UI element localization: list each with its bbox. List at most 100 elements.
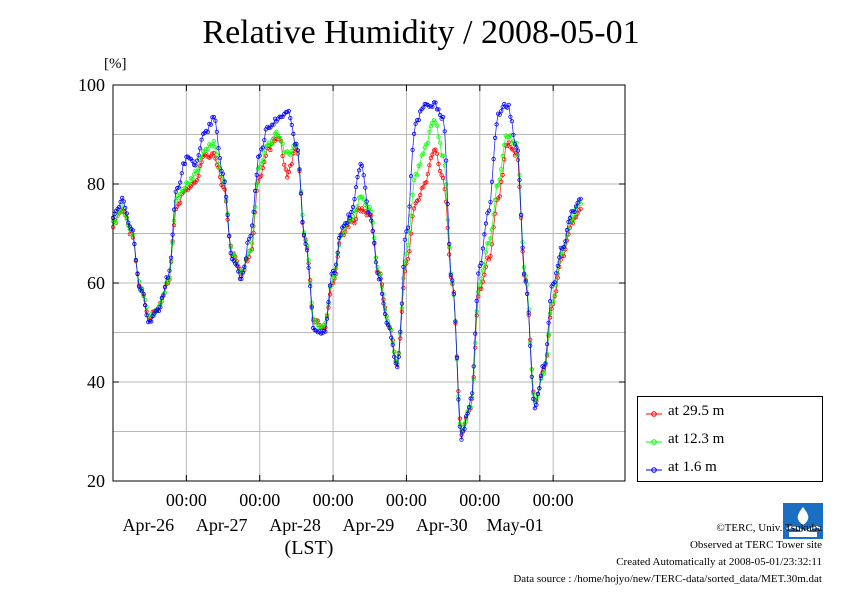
- data-point: [418, 162, 423, 167]
- data-point: [337, 235, 342, 241]
- data-point: [434, 107, 440, 112]
- data-point: [147, 319, 152, 324]
- data-point: [563, 239, 568, 244]
- data-point: [454, 355, 459, 360]
- data-point: [306, 265, 311, 270]
- data-point: [474, 298, 479, 303]
- data-point: [570, 218, 576, 223]
- data-point: [499, 167, 504, 172]
- data-point: [497, 177, 502, 182]
- data-point: [381, 301, 386, 306]
- x-tick-time-label: 00:00: [459, 490, 500, 510]
- x-tick-date-label: Apr-27: [196, 515, 248, 535]
- data-point: [298, 191, 304, 196]
- data-point: [114, 221, 119, 226]
- data-point: [162, 284, 168, 289]
- legend-item-12-3m: at 12.3 m: [646, 431, 724, 448]
- data-point: [170, 232, 175, 237]
- data-point: [414, 118, 420, 123]
- data-point: [195, 178, 200, 183]
- data-point: [220, 171, 226, 176]
- data-point: [557, 260, 562, 265]
- x-tick-date-label: May-01: [487, 515, 544, 535]
- y-tick-label: 20: [87, 471, 105, 491]
- x-tick-date-label: Apr-26: [123, 515, 175, 535]
- data-point: [463, 419, 469, 424]
- data-point: [195, 158, 200, 163]
- data-point: [440, 114, 446, 120]
- data-point: [372, 240, 377, 245]
- data-point: [486, 257, 492, 262]
- data-point: [135, 271, 140, 276]
- data-point: [572, 209, 577, 214]
- data-point: [167, 268, 172, 273]
- chart-title: Relative Humidity / 2008-05-01: [202, 14, 640, 51]
- data-point: [485, 241, 490, 246]
- data-point: [253, 204, 258, 210]
- data-point: [236, 269, 241, 274]
- data-point: [120, 195, 125, 200]
- data-point: [444, 182, 449, 187]
- data-point: [199, 155, 204, 160]
- data-point: [421, 151, 426, 156]
- legend-label-29-5m: at 29.5 m: [668, 403, 725, 419]
- legend: at 29.5 m at 12.3 m at 1.6 m: [637, 396, 823, 482]
- data-point: [508, 114, 513, 119]
- data-point: [222, 179, 227, 184]
- y-tick-label: 80: [87, 174, 105, 194]
- data-point: [405, 257, 411, 262]
- data-point: [156, 308, 161, 314]
- data-point: [196, 173, 201, 178]
- data-point: [379, 284, 385, 289]
- data-point: [479, 260, 484, 266]
- data-point: [124, 211, 129, 216]
- data-point: [117, 205, 122, 210]
- data-point: [453, 319, 458, 324]
- data-point: [534, 402, 539, 407]
- data-point: [361, 173, 366, 178]
- data-point: [193, 163, 198, 168]
- y-tick-label: 40: [87, 372, 105, 392]
- data-point: [237, 276, 242, 281]
- data-point: [243, 256, 249, 261]
- data-point: [486, 208, 492, 213]
- data-point: [214, 152, 219, 157]
- data-point: [158, 305, 163, 310]
- data-point: [133, 257, 138, 263]
- data-point: [482, 232, 487, 237]
- data-point: [393, 361, 398, 366]
- data-point: [564, 228, 570, 233]
- data-point: [396, 354, 401, 359]
- data-point: [308, 284, 313, 289]
- data-point: [459, 437, 464, 442]
- data-point: [547, 299, 553, 304]
- data-point: [257, 153, 262, 158]
- data-point: [427, 163, 432, 168]
- data-point: [543, 361, 548, 366]
- data-point: [408, 213, 414, 218]
- data-point: [402, 237, 407, 242]
- data-point: [222, 187, 227, 192]
- data-point: [479, 286, 484, 291]
- data-point: [323, 320, 328, 325]
- data-point: [369, 218, 374, 223]
- data-point: [479, 276, 484, 281]
- data-point: [566, 219, 571, 224]
- y-tick-label: 60: [87, 273, 105, 293]
- data-point: [476, 289, 481, 294]
- data-point: [178, 200, 183, 205]
- data-point: [327, 283, 333, 288]
- data-point: [306, 258, 311, 263]
- data-point: [283, 167, 288, 172]
- data-point: [407, 249, 412, 254]
- x-tick-time-label: 00:00: [239, 490, 280, 510]
- data-point: [514, 145, 519, 150]
- data-point: [246, 237, 252, 242]
- data-point: [436, 135, 441, 140]
- data-point: [488, 254, 493, 259]
- data-point: [363, 185, 368, 190]
- data-point: [375, 264, 380, 270]
- data-point: [352, 197, 357, 202]
- data-point: [143, 302, 148, 308]
